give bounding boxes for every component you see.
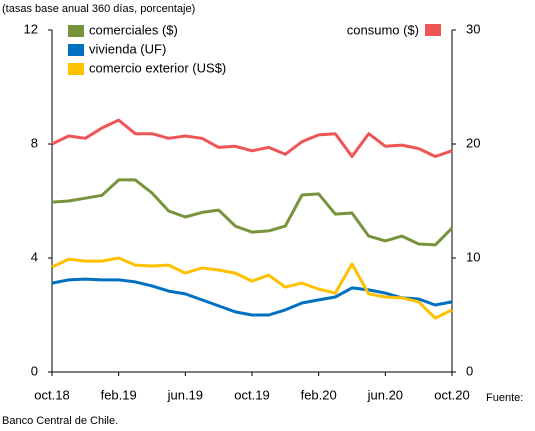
source: Banco Central de Chile. xyxy=(2,415,118,427)
legend-label: comerciales ($) xyxy=(89,22,178,37)
legend-label: consumo ($) xyxy=(347,22,419,37)
y2-tick-label: 30 xyxy=(466,21,480,36)
series-line xyxy=(51,256,453,320)
y-tick-label: 8 xyxy=(31,135,38,150)
x-tick-label: oct.18 xyxy=(34,387,69,402)
y-tick-label: 4 xyxy=(31,249,38,264)
series-line xyxy=(51,178,454,247)
chart-subtitle: (tasas base anual 360 días, porcentaje) xyxy=(2,3,195,15)
y-tick-label: 12 xyxy=(24,21,38,36)
legend-swatch xyxy=(68,25,84,37)
x-tick-label: feb.20 xyxy=(301,387,337,402)
x-tick-label: oct.20 xyxy=(434,387,469,402)
legend-label: comercio exterior (US$) xyxy=(89,60,226,75)
series-line xyxy=(51,277,453,317)
y2-tick-label: 20 xyxy=(466,135,480,150)
x-tick-label: feb.19 xyxy=(101,387,137,402)
legend-swatch xyxy=(68,63,84,75)
y2-tick-label: 10 xyxy=(466,249,480,264)
x-tick-label: jun.20 xyxy=(367,387,403,402)
source-label: Fuente: xyxy=(486,392,523,404)
legend-swatch xyxy=(68,44,84,56)
x-tick-label: jun.19 xyxy=(167,387,203,402)
y2-tick-label: 0 xyxy=(466,363,473,378)
y-tick-label: 0 xyxy=(31,363,38,378)
legend-label: vivienda (UF) xyxy=(89,41,166,56)
legend-swatch xyxy=(425,24,441,36)
series-line xyxy=(51,118,453,158)
x-tick-label: oct.19 xyxy=(234,387,269,402)
